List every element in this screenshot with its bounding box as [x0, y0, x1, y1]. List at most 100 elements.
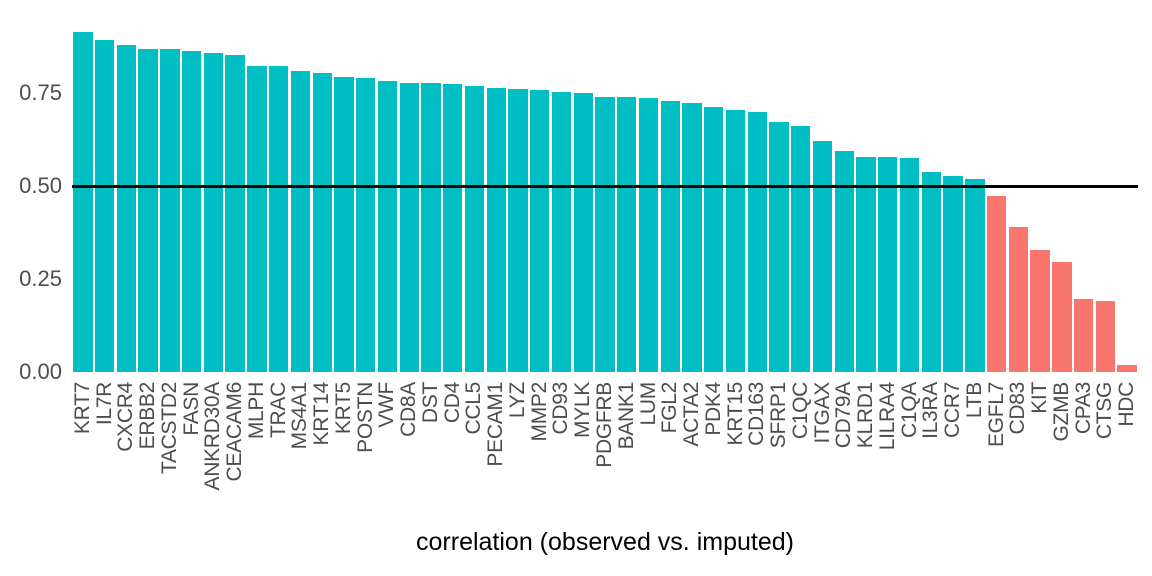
bar-LYZ — [508, 88, 528, 372]
bar-LTB — [965, 178, 985, 372]
x-tick-label-POSTN: POSTN — [353, 382, 377, 453]
bar-ERBB2 — [138, 49, 158, 372]
x-tick-label-VWF: VWF — [375, 382, 399, 428]
bar-ITGAX — [812, 140, 833, 372]
x-tick-label-CCR7: CCR7 — [941, 382, 965, 438]
bar-FGL2 — [660, 101, 680, 372]
bar-LUM — [638, 97, 659, 372]
bar-CCR7 — [943, 175, 963, 372]
bar-PECAM1 — [486, 87, 506, 372]
bar-KRT14 — [312, 72, 332, 372]
x-tick-label-KLRD1: KLRD1 — [854, 382, 878, 449]
x-tick-label-ANKRD30A: ANKRD30A — [201, 382, 225, 491]
x-tick-label-CEACAM6: CEACAM6 — [223, 382, 247, 482]
bar-VWF — [377, 81, 398, 372]
x-tick-label-PECAM1: PECAM1 — [484, 382, 508, 467]
bar-CD4 — [443, 84, 463, 372]
threshold-line — [72, 184, 1138, 188]
x-tick-label-CD83: CD83 — [1006, 382, 1030, 435]
x-tick-label-MMP2: MMP2 — [527, 382, 551, 442]
x-tick-label-CPA3: CPA3 — [1071, 382, 1095, 435]
x-tick-label-FASN: FASN — [179, 382, 203, 436]
y-tick-label-0.00: 0.00 — [19, 359, 62, 384]
bar-KRT15 — [725, 110, 746, 372]
x-tick-label-LYZ: LYZ — [505, 382, 529, 419]
x-tick-label-MLPH: MLPH — [244, 382, 268, 440]
x-tick-label-PDK4: PDK4 — [701, 382, 725, 436]
x-tick-label-ITGAX: ITGAX — [810, 382, 834, 444]
y-tick-label-0.50: 0.50 — [19, 173, 62, 198]
bar-KRT5 — [334, 77, 354, 372]
x-tick-label-LTB: LTB — [962, 382, 986, 419]
bar-C1QA — [899, 157, 920, 372]
bar-DST — [421, 82, 441, 372]
x-tick-label-KRT14: KRT14 — [310, 382, 334, 446]
x-tick-label-TACSTD2: TACSTD2 — [157, 382, 181, 475]
bar-PDGFRB — [595, 96, 615, 372]
x-tick-label-PDGFRB: PDGFRB — [593, 382, 616, 468]
bar-CD163 — [747, 111, 767, 372]
bar-EGFL7 — [986, 196, 1007, 372]
x-tick-label-CTSG: CTSG — [1093, 382, 1117, 440]
bar-CCL5 — [464, 85, 485, 372]
x-tick-label-C1QC: C1QC — [788, 382, 812, 440]
bar-ACTA2 — [682, 103, 702, 372]
bar-CXCR4 — [116, 45, 137, 372]
x-tick-label-TRAC: TRAC — [266, 382, 290, 438]
x-tick-label-GZMB: GZMB — [1049, 382, 1073, 442]
bar-CD8A — [399, 82, 419, 372]
x-tick-label-KIT: KIT — [1028, 382, 1052, 414]
bar-KLRD1 — [856, 156, 876, 372]
x-axis-title: correlation (observed vs. imputed) — [416, 528, 794, 556]
bar-MS4A1 — [290, 71, 311, 372]
bar-CTSG — [1095, 300, 1116, 372]
x-tick-label-KRT5: KRT5 — [331, 382, 355, 435]
bar-IL7R — [94, 40, 115, 372]
bar-CD79A — [834, 151, 854, 372]
x-tick-label-FGL2: FGL2 — [658, 382, 682, 434]
bar-SFRP1 — [769, 122, 789, 372]
bar-POSTN — [356, 78, 376, 372]
bar-TRAC — [268, 66, 289, 372]
x-tick-label-SFRP1: SFRP1 — [767, 382, 791, 449]
x-tick-label-KRT15: KRT15 — [723, 382, 747, 446]
bar-MMP2 — [530, 90, 550, 372]
x-tick-label-MYLK: MYLK — [571, 382, 595, 438]
x-tick-label-CD163: CD163 — [745, 382, 769, 446]
x-tick-label-CD4: CD4 — [440, 382, 464, 424]
bar-CEACAM6 — [225, 55, 245, 372]
x-tick-label-DST: DST — [418, 382, 442, 424]
bar-TACSTD2 — [160, 49, 180, 372]
bar-BANK1 — [617, 97, 637, 372]
x-tick-label-MS4A1: MS4A1 — [288, 382, 312, 450]
bar-MLPH — [247, 65, 267, 372]
bar-LILRA4 — [878, 157, 898, 372]
bar-KIT — [1030, 249, 1050, 372]
x-tick-label-ERBB2: ERBB2 — [136, 382, 160, 450]
x-tick-label-CD93: CD93 — [549, 382, 573, 435]
x-tick-label-ACTA2: ACTA2 — [680, 382, 704, 447]
y-tick-label-0.25: 0.25 — [19, 266, 62, 291]
bar-CD83 — [1008, 226, 1028, 372]
x-tick-label-IL3RA: IL3RA — [919, 382, 943, 439]
x-tick-label-CXCR4: CXCR4 — [114, 382, 138, 452]
x-tick-label-IL7R: IL7R — [92, 382, 116, 426]
x-tick-label-KRT7: KRT7 — [70, 382, 94, 435]
bar-IL3RA — [921, 171, 941, 372]
bar-CPA3 — [1073, 299, 1094, 372]
x-tick-label-EGFL7: EGFL7 — [984, 382, 1008, 448]
bar-GZMB — [1052, 261, 1072, 372]
x-tick-label-CD79A: CD79A — [832, 382, 856, 449]
bar-FASN — [181, 50, 202, 372]
x-tick-label-LILRA4: LILRA4 — [875, 382, 899, 451]
x-tick-label-LUM: LUM — [636, 382, 660, 426]
x-tick-label-C1QA: C1QA — [897, 382, 921, 438]
x-tick-label-CD8A: CD8A — [397, 382, 421, 437]
bar-C1QC — [791, 125, 811, 372]
y-tick-label-0.75: 0.75 — [19, 80, 62, 105]
x-tick-label-HDC: HDC — [1115, 382, 1139, 427]
bar-CD93 — [551, 91, 572, 372]
x-tick-label-BANK1: BANK1 — [614, 382, 638, 450]
bar-KRT7 — [73, 31, 93, 372]
